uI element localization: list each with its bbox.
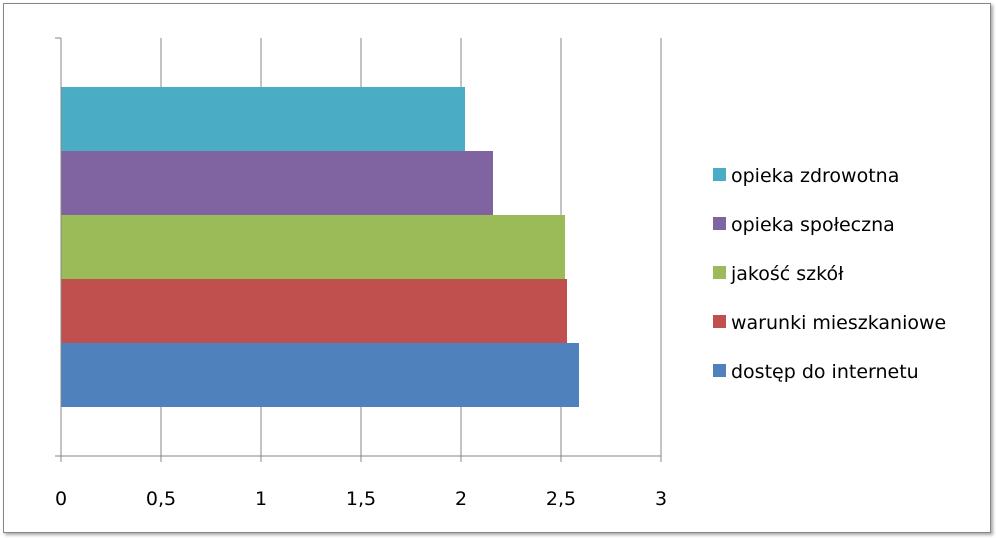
x-tick-label: 0 (55, 488, 67, 510)
legend-swatch (713, 168, 726, 181)
legend: opieka zdrowotna opieka społeczna jakość s… (713, 165, 946, 383)
bar-opieka-zdrowotna (61, 87, 465, 151)
legend-swatch (713, 364, 726, 377)
axes (55, 37, 662, 462)
legend-label: jakość szkół (730, 263, 844, 285)
x-tick-label: 1 (255, 488, 267, 510)
x-tick-label: 2,5 (546, 488, 576, 510)
bar-jakość-szkół (61, 215, 565, 279)
legend-swatch (713, 217, 726, 230)
legend-label: dostęp do internetu (731, 361, 919, 383)
x-tick-label: 0,5 (146, 488, 176, 510)
x-tick-label: 3 (655, 488, 667, 510)
bars (61, 87, 579, 407)
legend-label: opieka społeczna (731, 214, 895, 236)
legend-swatch (713, 266, 726, 279)
legend-label: opieka zdrowotna (731, 165, 899, 187)
x-tick-label: 2 (455, 488, 467, 510)
legend-swatch (713, 315, 726, 328)
bar-warunki-mieszkaniowe (61, 279, 567, 343)
legend-label: warunki mieszkaniowe (731, 312, 946, 334)
x-tick-label: 1,5 (346, 488, 376, 510)
x-tick-labels: 0 0,5 1 1,5 2 2,5 3 (55, 488, 667, 510)
bar-dostęp-do-internetu (61, 343, 579, 407)
bar-opieka-społeczna (61, 151, 493, 215)
